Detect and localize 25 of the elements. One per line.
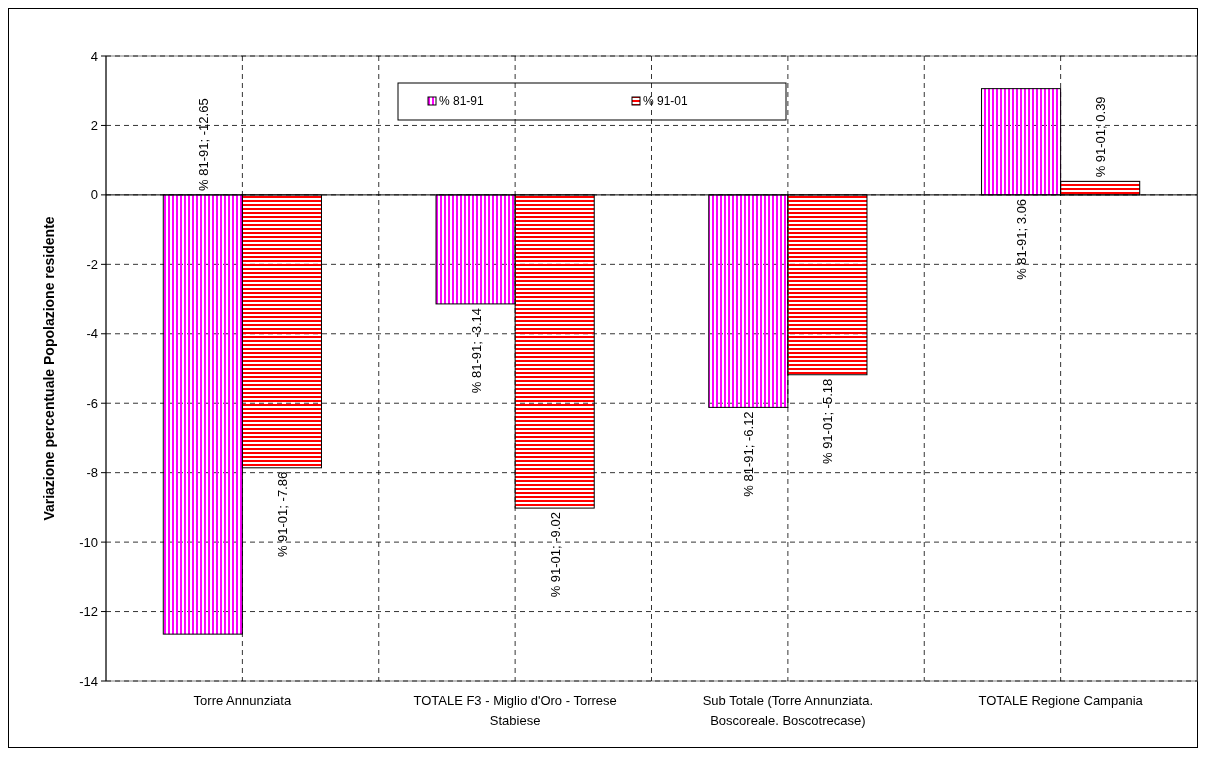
x-tick-label: TOTALE F3 - Miglio d'Oro - Torrese Stabiese <box>413 693 617 728</box>
data-label: % 91-01; 0.39 <box>1093 96 1109 178</box>
x-tick-label: Sub Totale (Torre Annunziata. Boscoreale. Boscotrecase) <box>702 693 874 728</box>
x-tick-label: TOTALE Regione Campania <box>978 693 1144 708</box>
y-tick-label: 4 <box>90 48 98 64</box>
y-tick-label: -10 <box>79 534 98 550</box>
y-tick-label: -6 <box>86 395 98 411</box>
data-label: % 81-91; 3.06 <box>1014 198 1030 280</box>
data-label: % 81-91; -3.14 <box>468 307 484 394</box>
y-tick-label: 0 <box>90 187 98 203</box>
x-tick-label: Torre Annunziata <box>193 693 292 708</box>
y-axis-title: Variazione percentuale Popolazione residente <box>41 216 57 521</box>
data-label: % 91-01; -5.18 <box>820 378 836 465</box>
y-tick-label: -2 <box>86 256 98 272</box>
y-tick-label: -12 <box>79 604 98 620</box>
data-label: % 91-01; -9.02 <box>547 512 563 598</box>
y-tick-label: -8 <box>86 465 98 481</box>
data-label: % 81-91; -12.65 <box>195 98 211 191</box>
data-label: % 91-01; -7.86 <box>274 471 290 558</box>
data-label: % 81-91; -6.12 <box>741 411 757 497</box>
y-tick-label: -4 <box>86 326 98 342</box>
y-tick-label: -14 <box>79 673 98 689</box>
legend-label: % 91-01 <box>643 94 689 108</box>
legend-label: % 81-91 <box>439 94 485 108</box>
y-tick-label: 2 <box>90 117 98 133</box>
